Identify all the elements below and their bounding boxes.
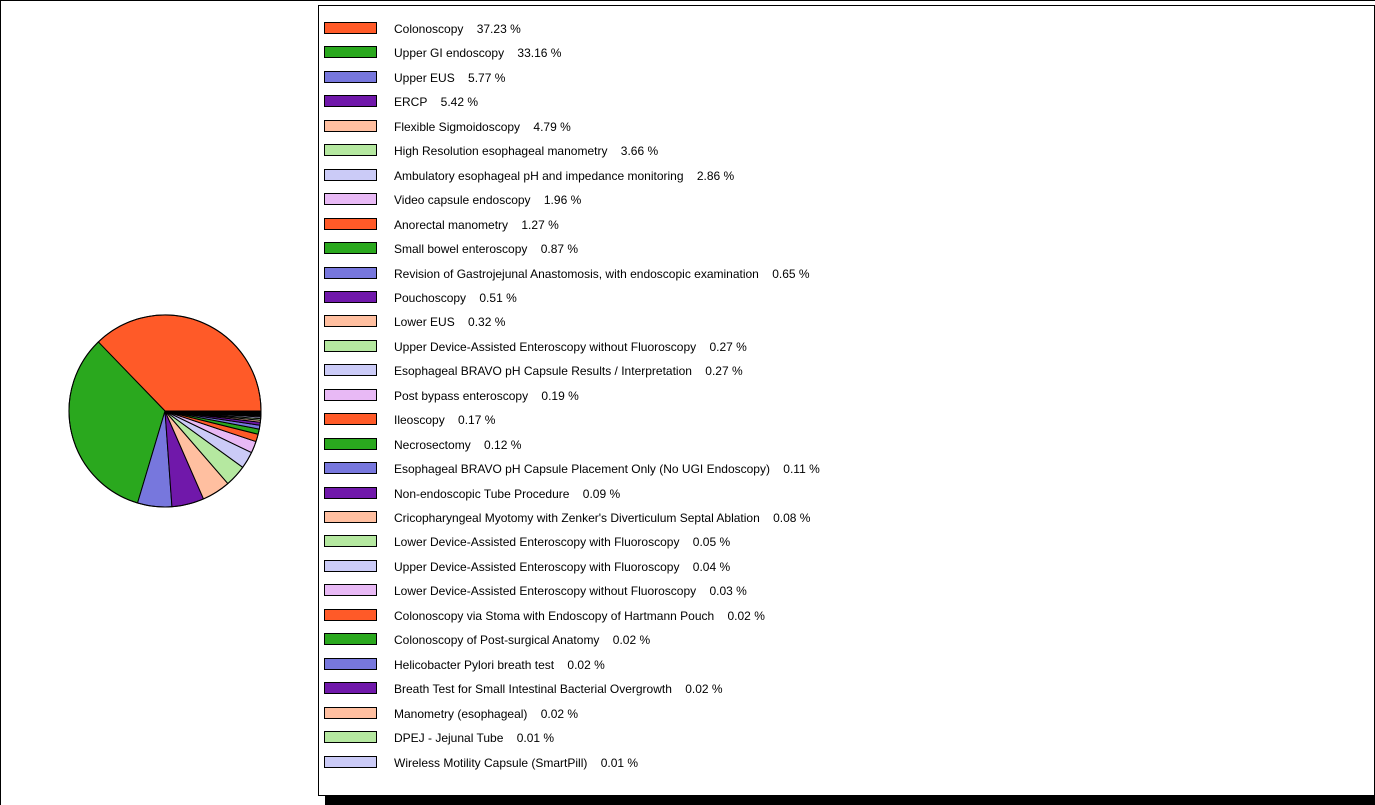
legend: Colonoscopy 37.23 % Upper GI endoscopy 33… bbox=[318, 5, 1375, 796]
legend-swatch bbox=[324, 633, 377, 646]
legend-swatch bbox=[324, 95, 377, 108]
legend-label: Lower Device-Assisted Enteroscopy withou… bbox=[394, 584, 747, 599]
legend-label: Esophageal BRAVO pH Capsule Results / In… bbox=[394, 364, 743, 379]
legend-swatch bbox=[324, 462, 377, 475]
legend-label: Pouchoscopy 0.51 % bbox=[394, 290, 517, 305]
legend-label: Wireless Motility Capsule (SmartPill) 0.… bbox=[394, 755, 639, 770]
legend-swatch bbox=[324, 266, 377, 279]
legend-swatch bbox=[324, 290, 377, 303]
legend-label: DPEJ - Jejunal Tube 0.01 % bbox=[394, 731, 555, 746]
legend-label: Revision of Gastrojejunal Anastomosis, w… bbox=[394, 266, 810, 281]
legend-label: Lower Device-Assisted Enteroscopy with F… bbox=[394, 535, 731, 550]
legend-label: Ileoscopy 0.17 % bbox=[394, 413, 496, 428]
legend-swatch bbox=[324, 413, 377, 426]
legend-label: ERCP 5.42 % bbox=[394, 95, 479, 110]
legend-swatch bbox=[324, 535, 377, 548]
legend-swatch bbox=[324, 70, 377, 83]
legend-swatch bbox=[324, 437, 377, 450]
legend-swatch bbox=[324, 511, 377, 523]
legend-label: Helicobacter Pylori breath test 0.02 % bbox=[394, 657, 605, 672]
legend-swatch bbox=[324, 755, 377, 768]
legend-swatch bbox=[324, 144, 377, 157]
legend-label: Necrosectomy 0.12 % bbox=[394, 437, 522, 452]
legend-swatch bbox=[324, 584, 377, 597]
legend-label: Manometry (esophageal) 0.02 % bbox=[394, 706, 579, 721]
legend-label: High Resolution esophageal manometry 3.6… bbox=[394, 144, 659, 159]
legend-label: Non-endoscopic Tube Procedure 0.09 % bbox=[394, 486, 621, 501]
legend-swatch bbox=[324, 217, 377, 230]
legend-swatch bbox=[324, 193, 377, 206]
legend-label: Anorectal manometry 1.27 % bbox=[394, 217, 559, 232]
legend-swatch bbox=[324, 657, 377, 670]
legend-label: Upper Device-Assisted Enteroscopy withou… bbox=[394, 339, 747, 354]
legend-swatch bbox=[324, 388, 377, 401]
legend-swatch bbox=[324, 46, 377, 59]
legend-swatch bbox=[324, 168, 377, 181]
legend-swatch bbox=[324, 315, 377, 328]
legend-swatch bbox=[324, 682, 377, 695]
legend-swatch bbox=[324, 119, 377, 132]
legend-swatch bbox=[324, 731, 377, 744]
legend-label: Small bowel enteroscopy 0.87 % bbox=[394, 242, 579, 257]
legend-swatch bbox=[324, 22, 377, 34]
legend-swatch bbox=[324, 706, 377, 719]
legend-swatch bbox=[324, 608, 377, 621]
legend-label: Cricopharyngeal Myotomy with Zenker's Di… bbox=[394, 511, 811, 525]
legend-label: Upper GI endoscopy 33.16 % bbox=[394, 46, 562, 61]
legend-label: Colonoscopy via Stoma with Endoscopy of … bbox=[394, 608, 765, 623]
legend-label: Ambulatory esophageal pH and impedance m… bbox=[394, 168, 735, 183]
legend-swatch bbox=[324, 486, 377, 499]
legend-label: Video capsule endoscopy 1.96 % bbox=[394, 193, 582, 208]
legend-label: Upper EUS 5.77 % bbox=[394, 70, 506, 85]
legend-label: Colonoscopy of Post-surgical Anatomy 0.0… bbox=[394, 633, 651, 648]
legend-label: Breath Test for Small Intestinal Bacteri… bbox=[394, 682, 723, 697]
legend-label: Flexible Sigmoidoscopy 4.79 % bbox=[394, 119, 571, 134]
legend-label: Colonoscopy 37.23 % bbox=[394, 22, 521, 36]
legend-label: Esophageal BRAVO pH Capsule Placement On… bbox=[394, 462, 820, 477]
legend-swatch bbox=[324, 364, 377, 377]
legend-label: Lower EUS 0.32 % bbox=[394, 315, 506, 330]
legend-label: Post bypass enteroscopy 0.19 % bbox=[394, 388, 579, 403]
legend-swatch bbox=[324, 339, 377, 352]
legend-swatch bbox=[324, 559, 377, 572]
pie-outline bbox=[68, 314, 262, 508]
legend-swatch bbox=[324, 242, 377, 255]
legend-label: Upper Device-Assisted Enteroscopy with F… bbox=[394, 559, 731, 574]
pie-chart bbox=[68, 314, 262, 508]
